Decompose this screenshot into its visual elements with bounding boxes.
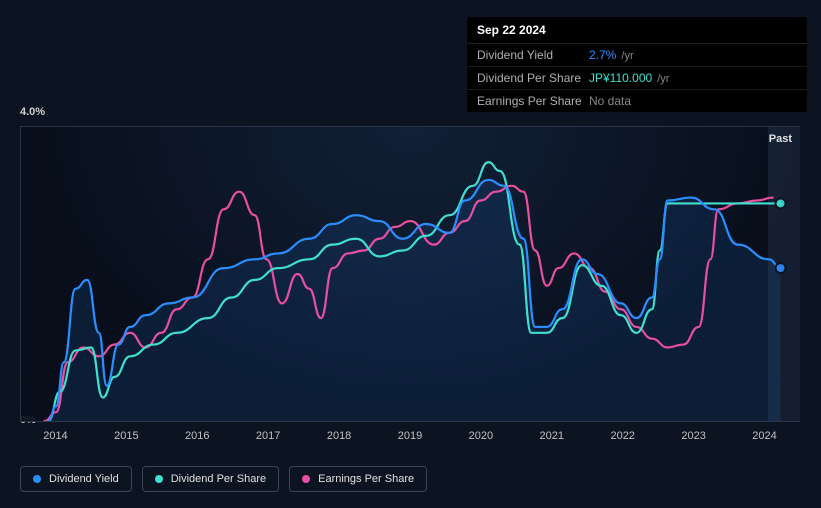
legend-label: Earnings Per Share (318, 473, 414, 485)
chart-container: 4.0% 0% Past (20, 108, 800, 426)
x-tick: 2016 (162, 430, 233, 448)
tooltip-label: Earnings Per Share (477, 94, 589, 108)
tooltip-row: Earnings Per ShareNo data (467, 90, 807, 112)
legend-item[interactable]: Earnings Per Share (289, 466, 427, 492)
tooltip-value: 2.7% /yr (589, 48, 634, 62)
chart-tooltip: Sep 22 2024 Dividend Yield2.7% /yrDivide… (467, 17, 807, 112)
x-tick: 2024 (729, 430, 800, 448)
x-tick: 2017 (233, 430, 304, 448)
legend-dot-icon (33, 475, 41, 483)
tooltip-value: JP¥110.000 /yr (589, 71, 669, 85)
y-axis-max: 4.0% (20, 106, 45, 118)
tooltip-date: Sep 22 2024 (467, 17, 807, 44)
x-tick: 2022 (587, 430, 658, 448)
legend-label: Dividend Yield (49, 473, 119, 485)
legend-dot-icon (155, 475, 163, 483)
tooltip-label: Dividend Yield (477, 48, 589, 62)
x-axis: 2014201520162017201820192020202120222023… (20, 430, 800, 448)
x-tick: 2018 (304, 430, 375, 448)
x-tick: 2014 (20, 430, 91, 448)
legend-item[interactable]: Dividend Per Share (142, 466, 279, 492)
x-tick: 2020 (445, 430, 516, 448)
x-tick: 2019 (375, 430, 446, 448)
legend-label: Dividend Per Share (171, 473, 266, 485)
x-tick: 2023 (658, 430, 729, 448)
tooltip-row: Dividend Yield2.7% /yr (467, 44, 807, 67)
tooltip-row: Dividend Per ShareJP¥110.000 /yr (467, 67, 807, 90)
chart-plot-area[interactable]: Past (20, 126, 800, 422)
x-tick: 2021 (516, 430, 587, 448)
chart-legend: Dividend Yield Dividend Per Share Earnings… (20, 466, 427, 492)
legend-dot-icon (302, 475, 310, 483)
tooltip-label: Dividend Per Share (477, 71, 589, 85)
tooltip-value: No data (589, 94, 631, 108)
legend-item[interactable]: Dividend Yield (20, 466, 132, 492)
x-tick: 2015 (91, 430, 162, 448)
